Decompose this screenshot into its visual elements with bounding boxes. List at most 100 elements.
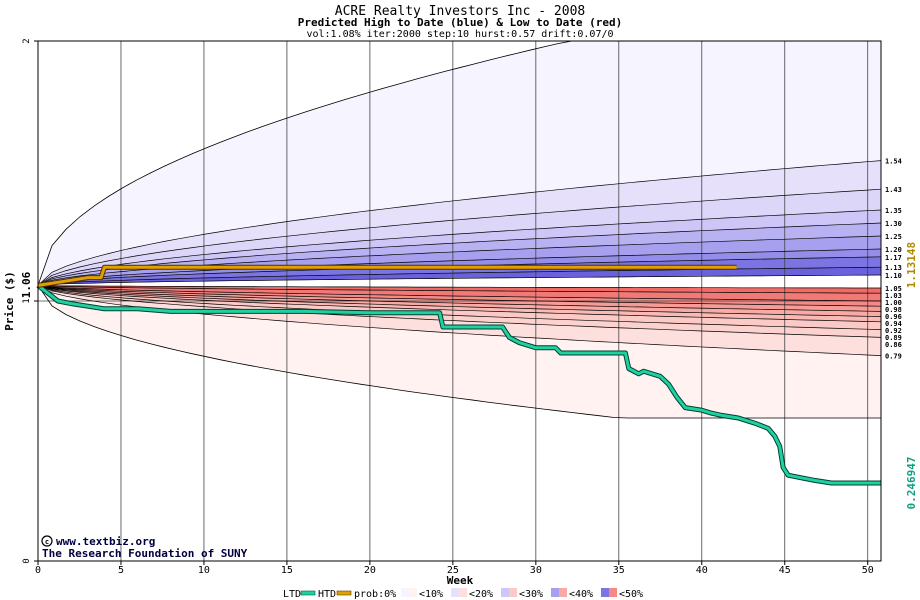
band-end-label: 1.13: [885, 264, 902, 272]
low-band-2: [38, 285, 881, 356]
band-line: [37, 209, 882, 286]
band-line: [37, 160, 882, 286]
low-band-6: [38, 285, 881, 317]
band-end-label: 1.43: [885, 186, 902, 194]
band-end-label: 0.94: [885, 320, 902, 328]
band-end-label: 1.54: [885, 158, 902, 166]
x-tick-label: 0: [35, 565, 41, 576]
band-end-label: 0.98: [885, 306, 902, 314]
center-band: [38, 275, 881, 288]
x-tick-label: 40: [696, 565, 708, 576]
credit-org: The Research Foundation of SUNY: [42, 547, 248, 560]
x-tick-label: 5: [118, 565, 124, 576]
high-band-2: [38, 160, 881, 286]
low-band-4: [38, 285, 881, 330]
x-tick-label: 25: [447, 565, 459, 576]
band-line: [37, 285, 882, 302]
band-end-label: 1.17: [885, 254, 902, 262]
low-band-3: [38, 285, 881, 338]
x-tick-label: 35: [613, 565, 625, 576]
start-price-label: 1.06: [20, 271, 33, 298]
band-end-label: 0.96: [885, 313, 902, 321]
y-axis-label: Price ($): [3, 271, 16, 331]
high-band-4: [38, 210, 881, 286]
high-band-8: [38, 256, 881, 286]
legend-bin-swatch-red: [509, 588, 517, 597]
x-tick-label: 30: [530, 565, 542, 576]
band-line: [37, 274, 882, 286]
high-band-3: [38, 189, 881, 286]
credit-url: www.textbiz.org: [56, 535, 155, 548]
y-tick-label: 2: [22, 38, 32, 43]
band-line: [37, 222, 882, 286]
chart-title: ACRE Realty Investors Inc - 2008: [335, 4, 585, 19]
y-axis: 0 1 2: [22, 38, 38, 564]
legend-prob-label: prob:0%: [354, 589, 396, 600]
high-band-1: [38, 41, 881, 286]
band-end-label: 1.30: [885, 220, 902, 228]
htd-value-label: 0.246947: [905, 457, 918, 510]
chart-params: vol:1.08% iter:2000 step:10 hurst:0.57 d…: [306, 29, 613, 40]
low-band-5: [38, 285, 881, 322]
legend-ltd-swatch: [300, 590, 316, 596]
x-tick-label: 20: [364, 565, 376, 576]
chart-subtitle: Predicted High to Date (blue) & Low to D…: [298, 16, 623, 29]
band-line: [37, 285, 882, 338]
band-end-labels: 1.54 1.43 1.35 1.30 1.25 1.201.17 1.131.10 1.05…: [885, 158, 902, 361]
band-line: [37, 285, 881, 289]
legend-bin-label: <10%: [419, 589, 443, 600]
copyright-icon: [41, 535, 53, 547]
y-tick-label: 0: [22, 558, 32, 563]
legend-bin-label: <40%: [569, 589, 593, 600]
legend-bin-swatch: [401, 588, 409, 597]
band-line: [37, 266, 882, 286]
band-line: [37, 285, 882, 330]
x-axis-label: Week: [447, 574, 474, 587]
legend-bin-swatch: [451, 588, 459, 597]
band-line: [37, 285, 882, 312]
band-end-label: 0.89: [885, 334, 902, 342]
legend-bin-label: <20%: [469, 589, 493, 600]
legend-bin-swatch-red: [559, 588, 567, 597]
high-band-9: [38, 267, 881, 286]
band-end-label: 1.00: [885, 299, 902, 307]
y-tick-label: 1: [22, 298, 32, 303]
high-band-7: [38, 249, 881, 286]
legend-bin-swatch: [501, 588, 509, 597]
legend-bin-swatch-red: [459, 588, 467, 597]
legend-htd-swatch: [336, 590, 352, 596]
legend-bin-swatch: [601, 588, 609, 597]
band-end-label: 1.05: [885, 285, 902, 293]
x-tick-label: 45: [779, 565, 791, 576]
band-end-label: 1.10: [885, 272, 902, 280]
band-end-label: 0.86: [885, 341, 902, 349]
low-band-7: [38, 285, 881, 312]
band-line: [37, 285, 882, 294]
legend-bin-label: <50%: [619, 589, 643, 600]
band-end-label: 1.25: [885, 233, 902, 241]
series-layer: [36, 264, 881, 486]
series-htd-line: [37, 284, 881, 485]
x-tick-label: 15: [281, 565, 293, 576]
band-line: [37, 285, 882, 317]
band-line: [37, 285, 882, 307]
legend-bin-swatch-red: [409, 588, 417, 597]
copyright-glyph: c: [45, 538, 49, 546]
legend-bin-swatch-red: [609, 588, 617, 597]
band-line: [37, 188, 882, 286]
x-tick-label: 50: [862, 565, 874, 576]
band-end-label: 0.79: [885, 353, 902, 361]
band-line: [37, 248, 882, 286]
legend: LTD HTD prob:0% <10% <20% <30% <40% <50%: [283, 588, 643, 600]
ltd-value-label: 1.13148: [905, 242, 918, 288]
band-end-label: 1.35: [885, 207, 902, 215]
credit: c www.textbiz.org The Research Foundatio…: [41, 535, 248, 560]
band-end-label: 0.92: [885, 327, 902, 335]
band-line: [37, 285, 882, 323]
low-band-10: [38, 285, 881, 294]
x-axis: 0 5 10 15 20 25 30 35 40 45 50: [35, 561, 874, 576]
legend-bin-label: <30%: [519, 589, 543, 600]
band-end-label: 1.20: [885, 246, 902, 254]
legend-bin-swatch: [551, 588, 559, 597]
